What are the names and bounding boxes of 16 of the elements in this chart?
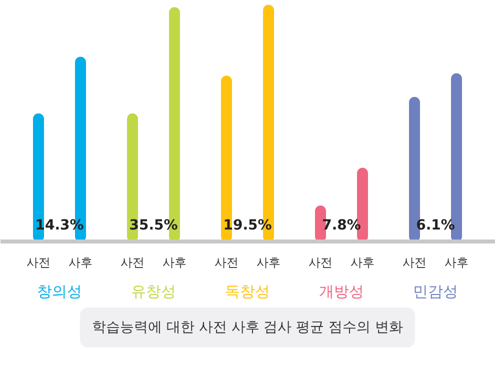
x-tick-label: 사후 [68,256,92,270]
text: 창의성 [37,282,82,300]
x-tick-label: 사전 [402,256,426,270]
x-tick-label: 사전 [214,256,238,270]
text: 유창성 [131,282,176,300]
text: 개방성 [319,282,364,300]
x-tick-label: 사전 [308,256,332,270]
x-tick-label: 사후 [256,256,280,270]
text: 독창성 [225,282,270,300]
x-tick-label: 사전 [120,256,144,270]
x-tick-label: 사후 [444,256,468,270]
x-tick-label: 사후 [162,256,186,270]
text: 학습능력에 대한 사전 사후 검사 평균 점수의 변화 [92,320,404,336]
x-tick-label: 사전 [26,256,50,270]
x-tick-label: 사후 [350,256,374,270]
text: 민감성 [413,282,458,300]
